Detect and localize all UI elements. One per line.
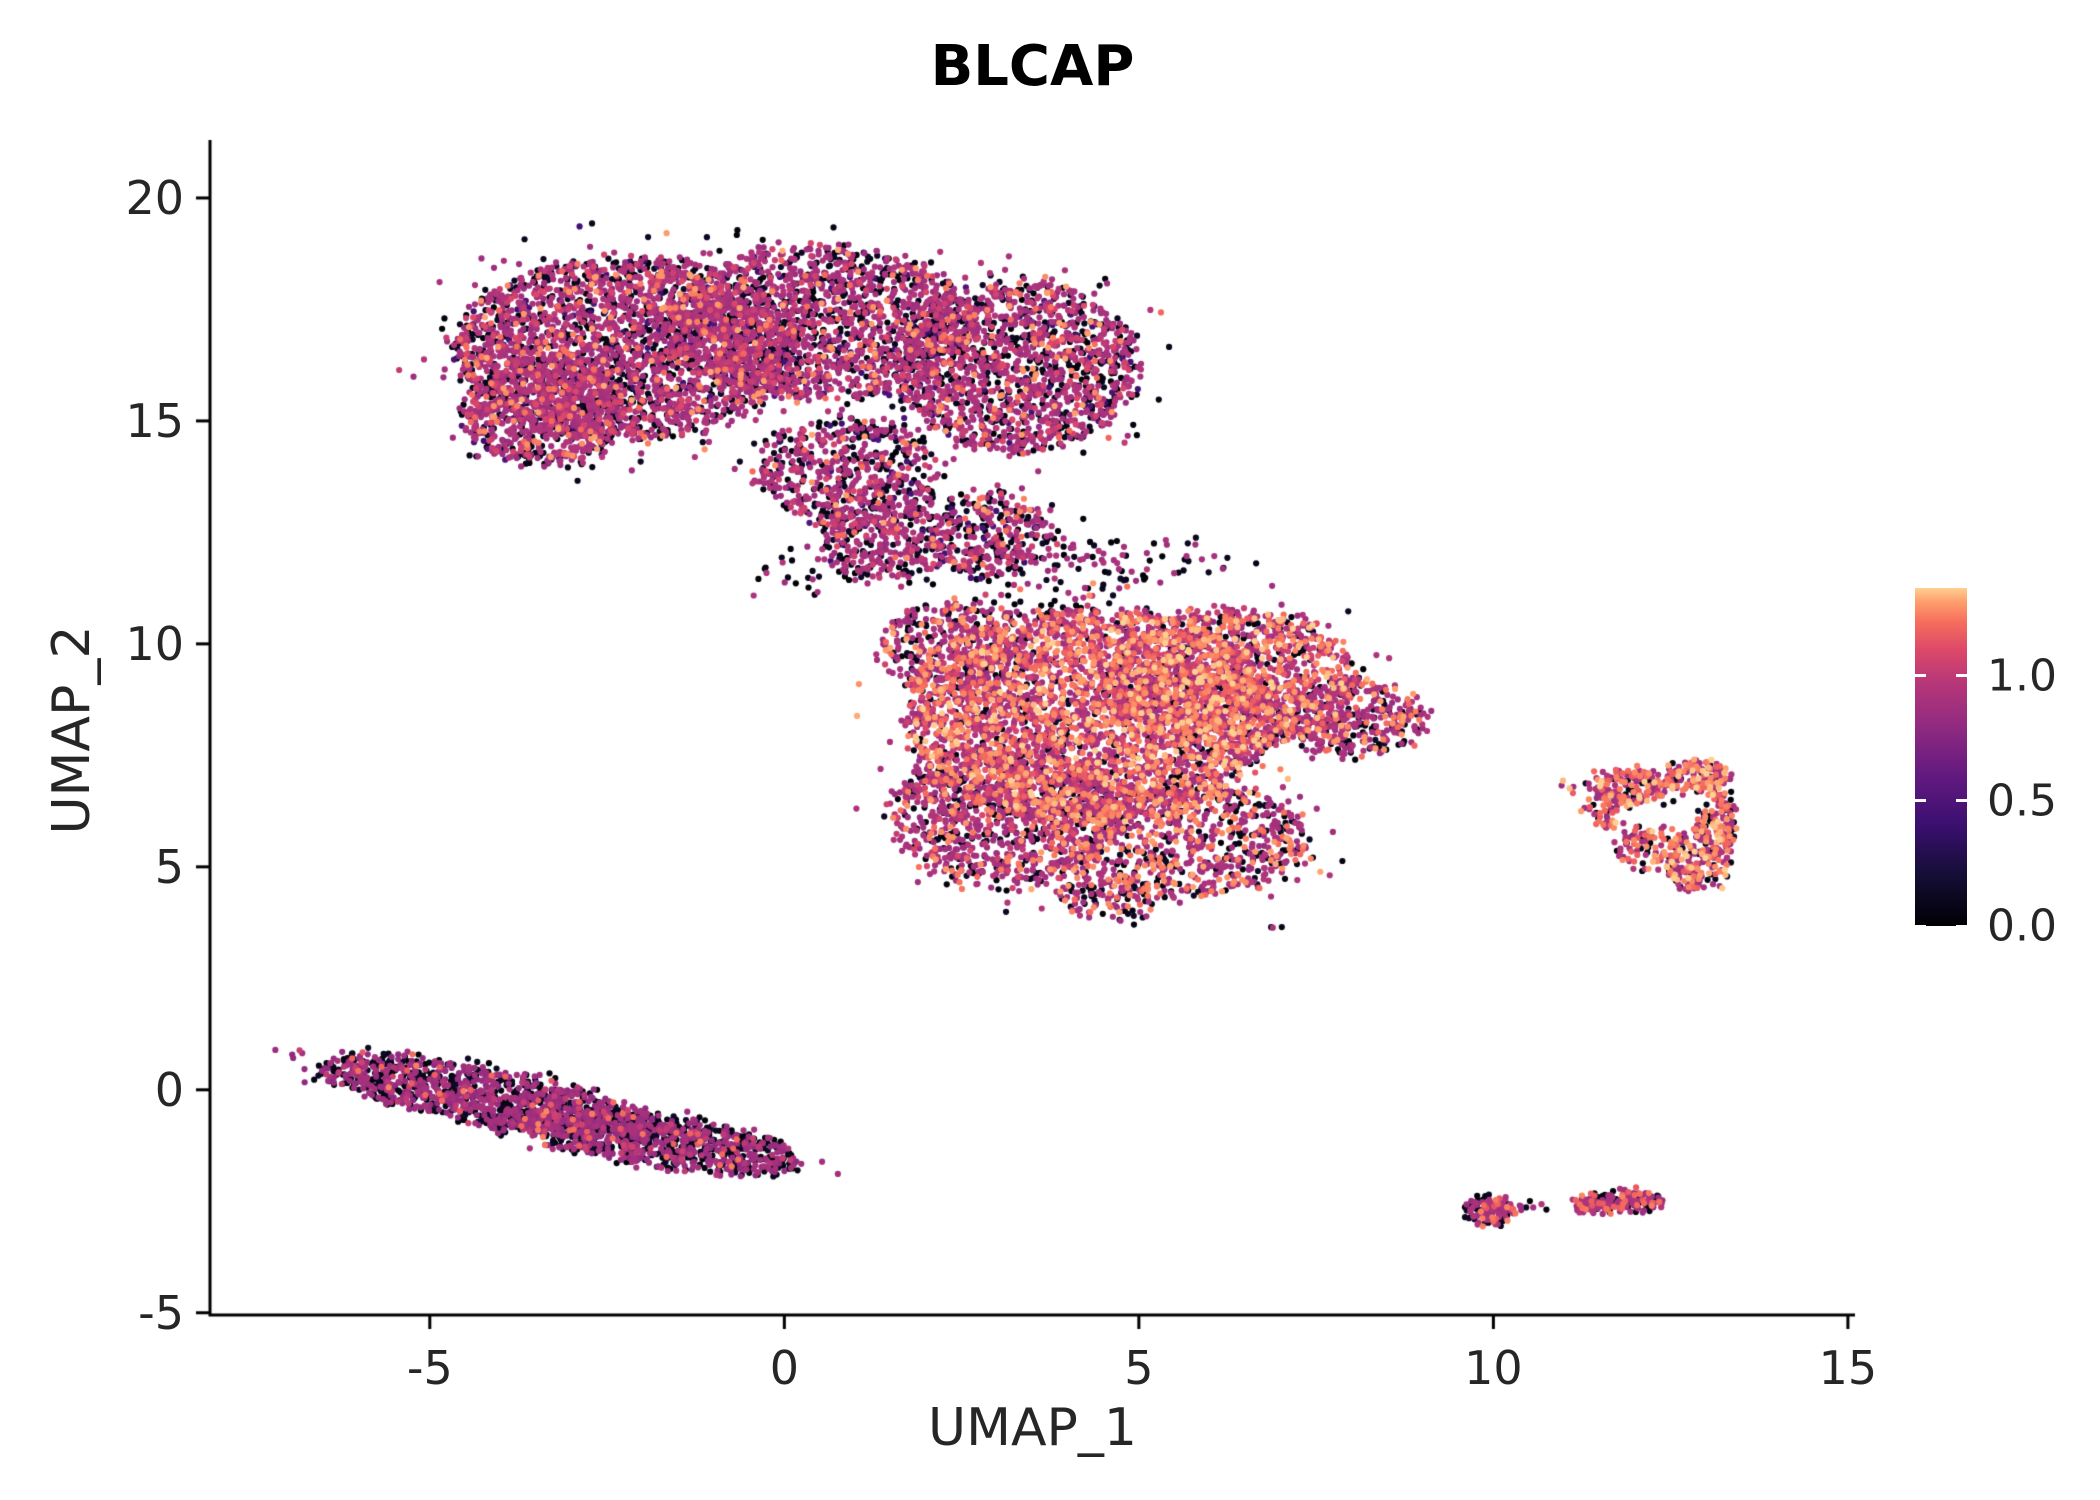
colorbar-tick-mark [1956,924,1967,928]
colorbar-tick-label: 1.0 [1987,650,2057,702]
x-tick-label: -5 [406,1341,453,1395]
y-axis-label: UMAP_2 [42,625,102,835]
y-tick-label: -5 [138,1285,184,1340]
x-tick-label: 10 [1464,1341,1523,1395]
y-tick-label: 0 [154,1062,184,1117]
x-tick-label: 0 [769,1341,799,1395]
x-tick-label: 5 [1124,1341,1154,1395]
colorbar-tick-label: 0.5 [1987,775,2057,827]
colorbar-tick-mark [1915,799,1926,803]
y-tick-label: 15 [125,393,184,448]
colorbar-tick-mark [1956,674,1967,678]
x-axis-label: UMAP_1 [928,1398,1137,1458]
colorbar-tick-mark [1915,674,1926,678]
chart-title: BLCAP [930,34,1135,99]
colorbar-gradient [1915,588,1967,926]
y-tick-label: 20 [125,170,184,225]
y-tick-label: 5 [154,839,184,894]
y-tick-label: 10 [125,616,184,671]
colorbar-tick-mark [1956,799,1967,803]
colorbar-tick-label: 0.0 [1987,900,2057,952]
x-tick-label: 15 [1818,1341,1878,1395]
colorbar-tick-mark [1915,924,1926,928]
